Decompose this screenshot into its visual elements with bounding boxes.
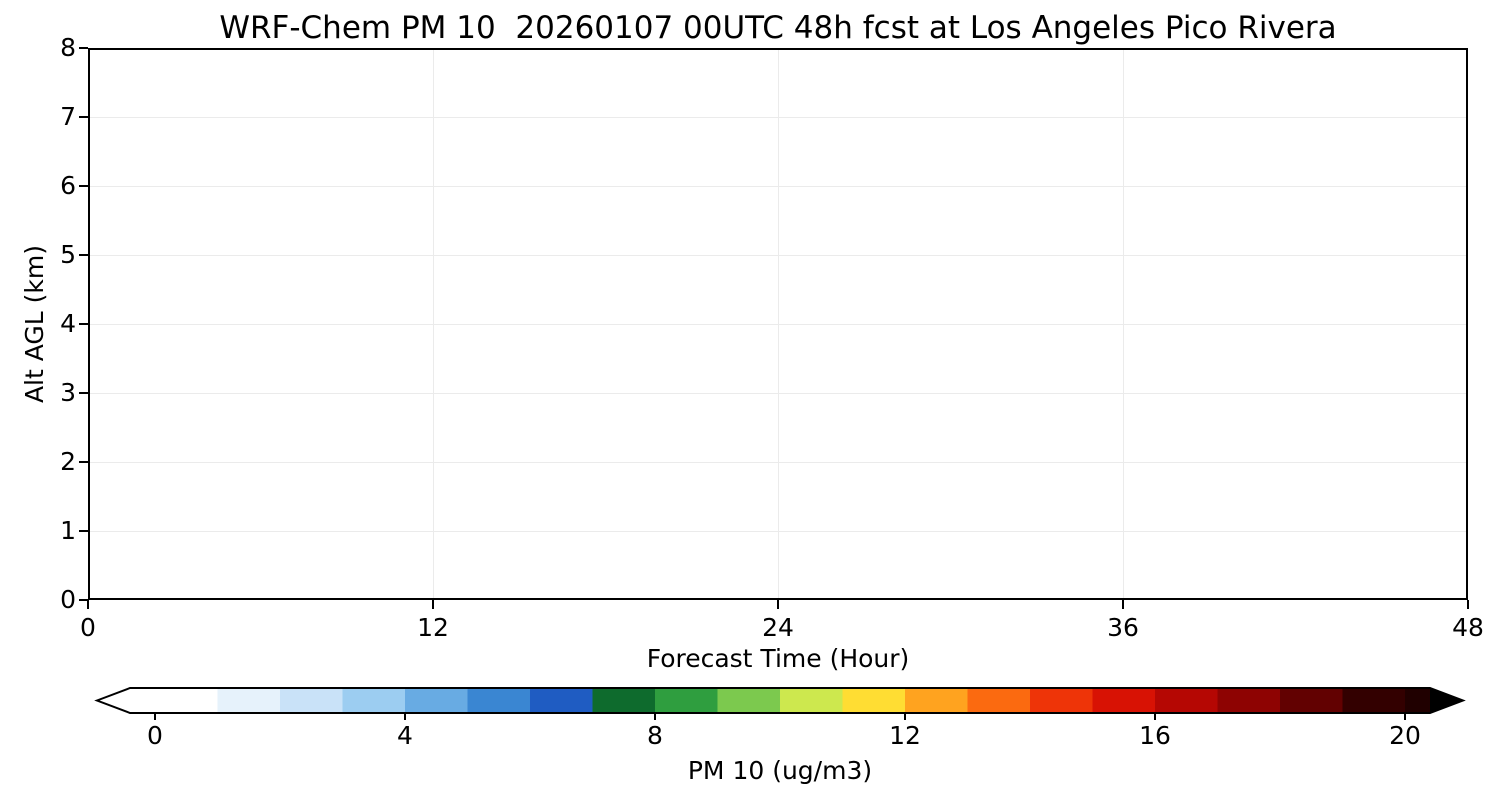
colorbar-over-strip [1405,688,1430,713]
x-tick-mark [87,600,89,609]
x-tick-label: 48 [1452,613,1484,642]
colorbar-left-arrow [97,688,130,713]
colorbar-segment [1280,688,1344,713]
y-tick-mark [79,599,88,601]
colorbar-segment [905,688,969,713]
y-tick-label: 6 [60,171,76,200]
y-gridline [90,461,1466,463]
y-tick-label: 0 [60,585,76,614]
y-gridline [90,254,1466,256]
x-tick-label: 36 [1107,613,1139,642]
y-tick-label: 2 [60,447,76,476]
colorbar-segment [780,688,844,713]
colorbar-segment [1155,688,1219,713]
colorbar: PM 10 (ug/m3) 0 4 8 12 16 20 [94,687,1466,785]
y-gridline [90,323,1466,325]
colorbar-label: PM 10 (ug/m3) [688,756,872,785]
colorbar-segment [405,688,469,713]
y-tick-mark [79,392,88,394]
colorbar-right-arrow [1430,688,1463,713]
y-tick-mark [79,185,88,187]
colorbar-outline [94,687,1466,714]
y-gridline [90,185,1466,187]
y-tick-label: 4 [60,309,76,338]
chart-title: WRF-Chem PM 10 20260107 00UTC 48h fcst a… [219,10,1337,46]
x-tick-label: 12 [417,613,449,642]
y-tick-mark [79,530,88,532]
colorbar-segment [217,688,281,713]
colorbar-segment [467,688,531,713]
y-tick-mark [79,461,88,463]
colorbar-segment [967,688,1031,713]
colorbar-segment [342,688,406,713]
x-tick-label: 0 [80,613,96,642]
y-tick-label: 3 [60,378,76,407]
colorbar-segment [1217,688,1281,713]
plot-area [88,48,1468,600]
colorbar-segment [655,688,719,713]
y-tick-label: 8 [60,33,76,62]
y-tick-mark [79,323,88,325]
x-axis-label: Forecast Time (Hour) [646,644,910,673]
y-tick-mark [79,116,88,118]
colorbar-segment [717,688,781,713]
y-tick-label: 7 [60,102,76,131]
colorbar-segment [155,688,219,713]
y-tick-mark [79,47,88,49]
colorbar-under-strip [130,688,155,713]
colorbar-tick-label: 20 [1389,721,1421,750]
colorbar-tick-label: 0 [147,721,163,750]
y-gridline [90,116,1466,118]
colorbar-tick-label: 16 [1139,721,1171,750]
y-gridline [90,530,1466,532]
y-gridline [90,392,1466,394]
x-tick-mark [1467,600,1469,609]
colorbar-tick-label: 12 [889,721,921,750]
colorbar-segment [1030,688,1094,713]
x-tick-mark [1122,600,1124,609]
colorbar-segment [530,688,594,713]
x-tick-mark [432,600,434,609]
colorbar-segment [592,688,656,713]
colorbar-tick-label: 4 [397,721,413,750]
colorbar-tick-label: 8 [647,721,663,750]
y-tick-mark [79,254,88,256]
colorbar-segment [280,688,344,713]
y-tick-label: 1 [60,516,76,545]
colorbar-segment [1342,688,1406,713]
x-tick-mark [777,600,779,609]
x-tick-label: 24 [762,613,794,642]
y-tick-label: 5 [60,240,76,269]
colorbar-segment [842,688,906,713]
colorbar-segment [1092,688,1156,713]
